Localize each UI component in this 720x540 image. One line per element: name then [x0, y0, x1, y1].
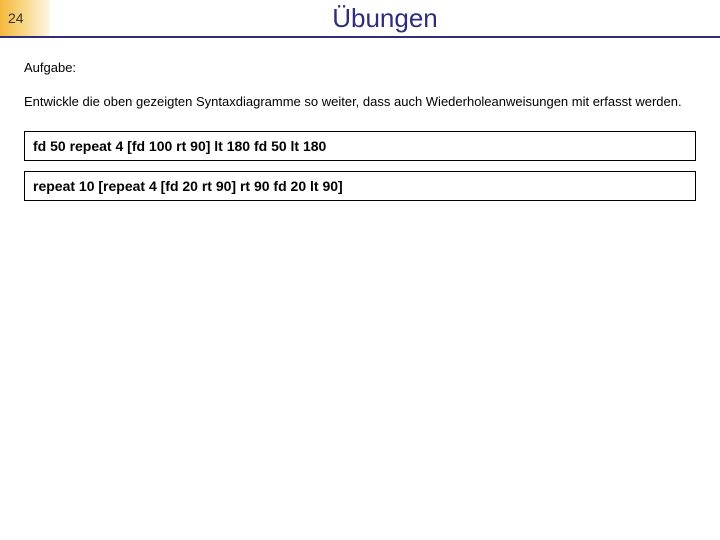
slide-number: 24: [8, 10, 24, 26]
code-example: fd 50 repeat 4 [fd 100 rt 90] lt 180 fd …: [24, 131, 696, 161]
page-title: Übungen: [332, 3, 438, 34]
slide-content: Aufgabe: Entwickle die oben gezeigten Sy…: [0, 38, 720, 201]
task-label: Aufgabe:: [24, 60, 696, 75]
slide-header: 24 Übungen: [0, 0, 720, 38]
task-text: Entwickle die oben gezeigten Syntaxdiagr…: [24, 93, 696, 111]
code-example: repeat 10 [repeat 4 [fd 20 rt 90] rt 90 …: [24, 171, 696, 201]
title-area: Übungen: [50, 0, 720, 36]
slide-number-box: 24: [0, 0, 50, 36]
